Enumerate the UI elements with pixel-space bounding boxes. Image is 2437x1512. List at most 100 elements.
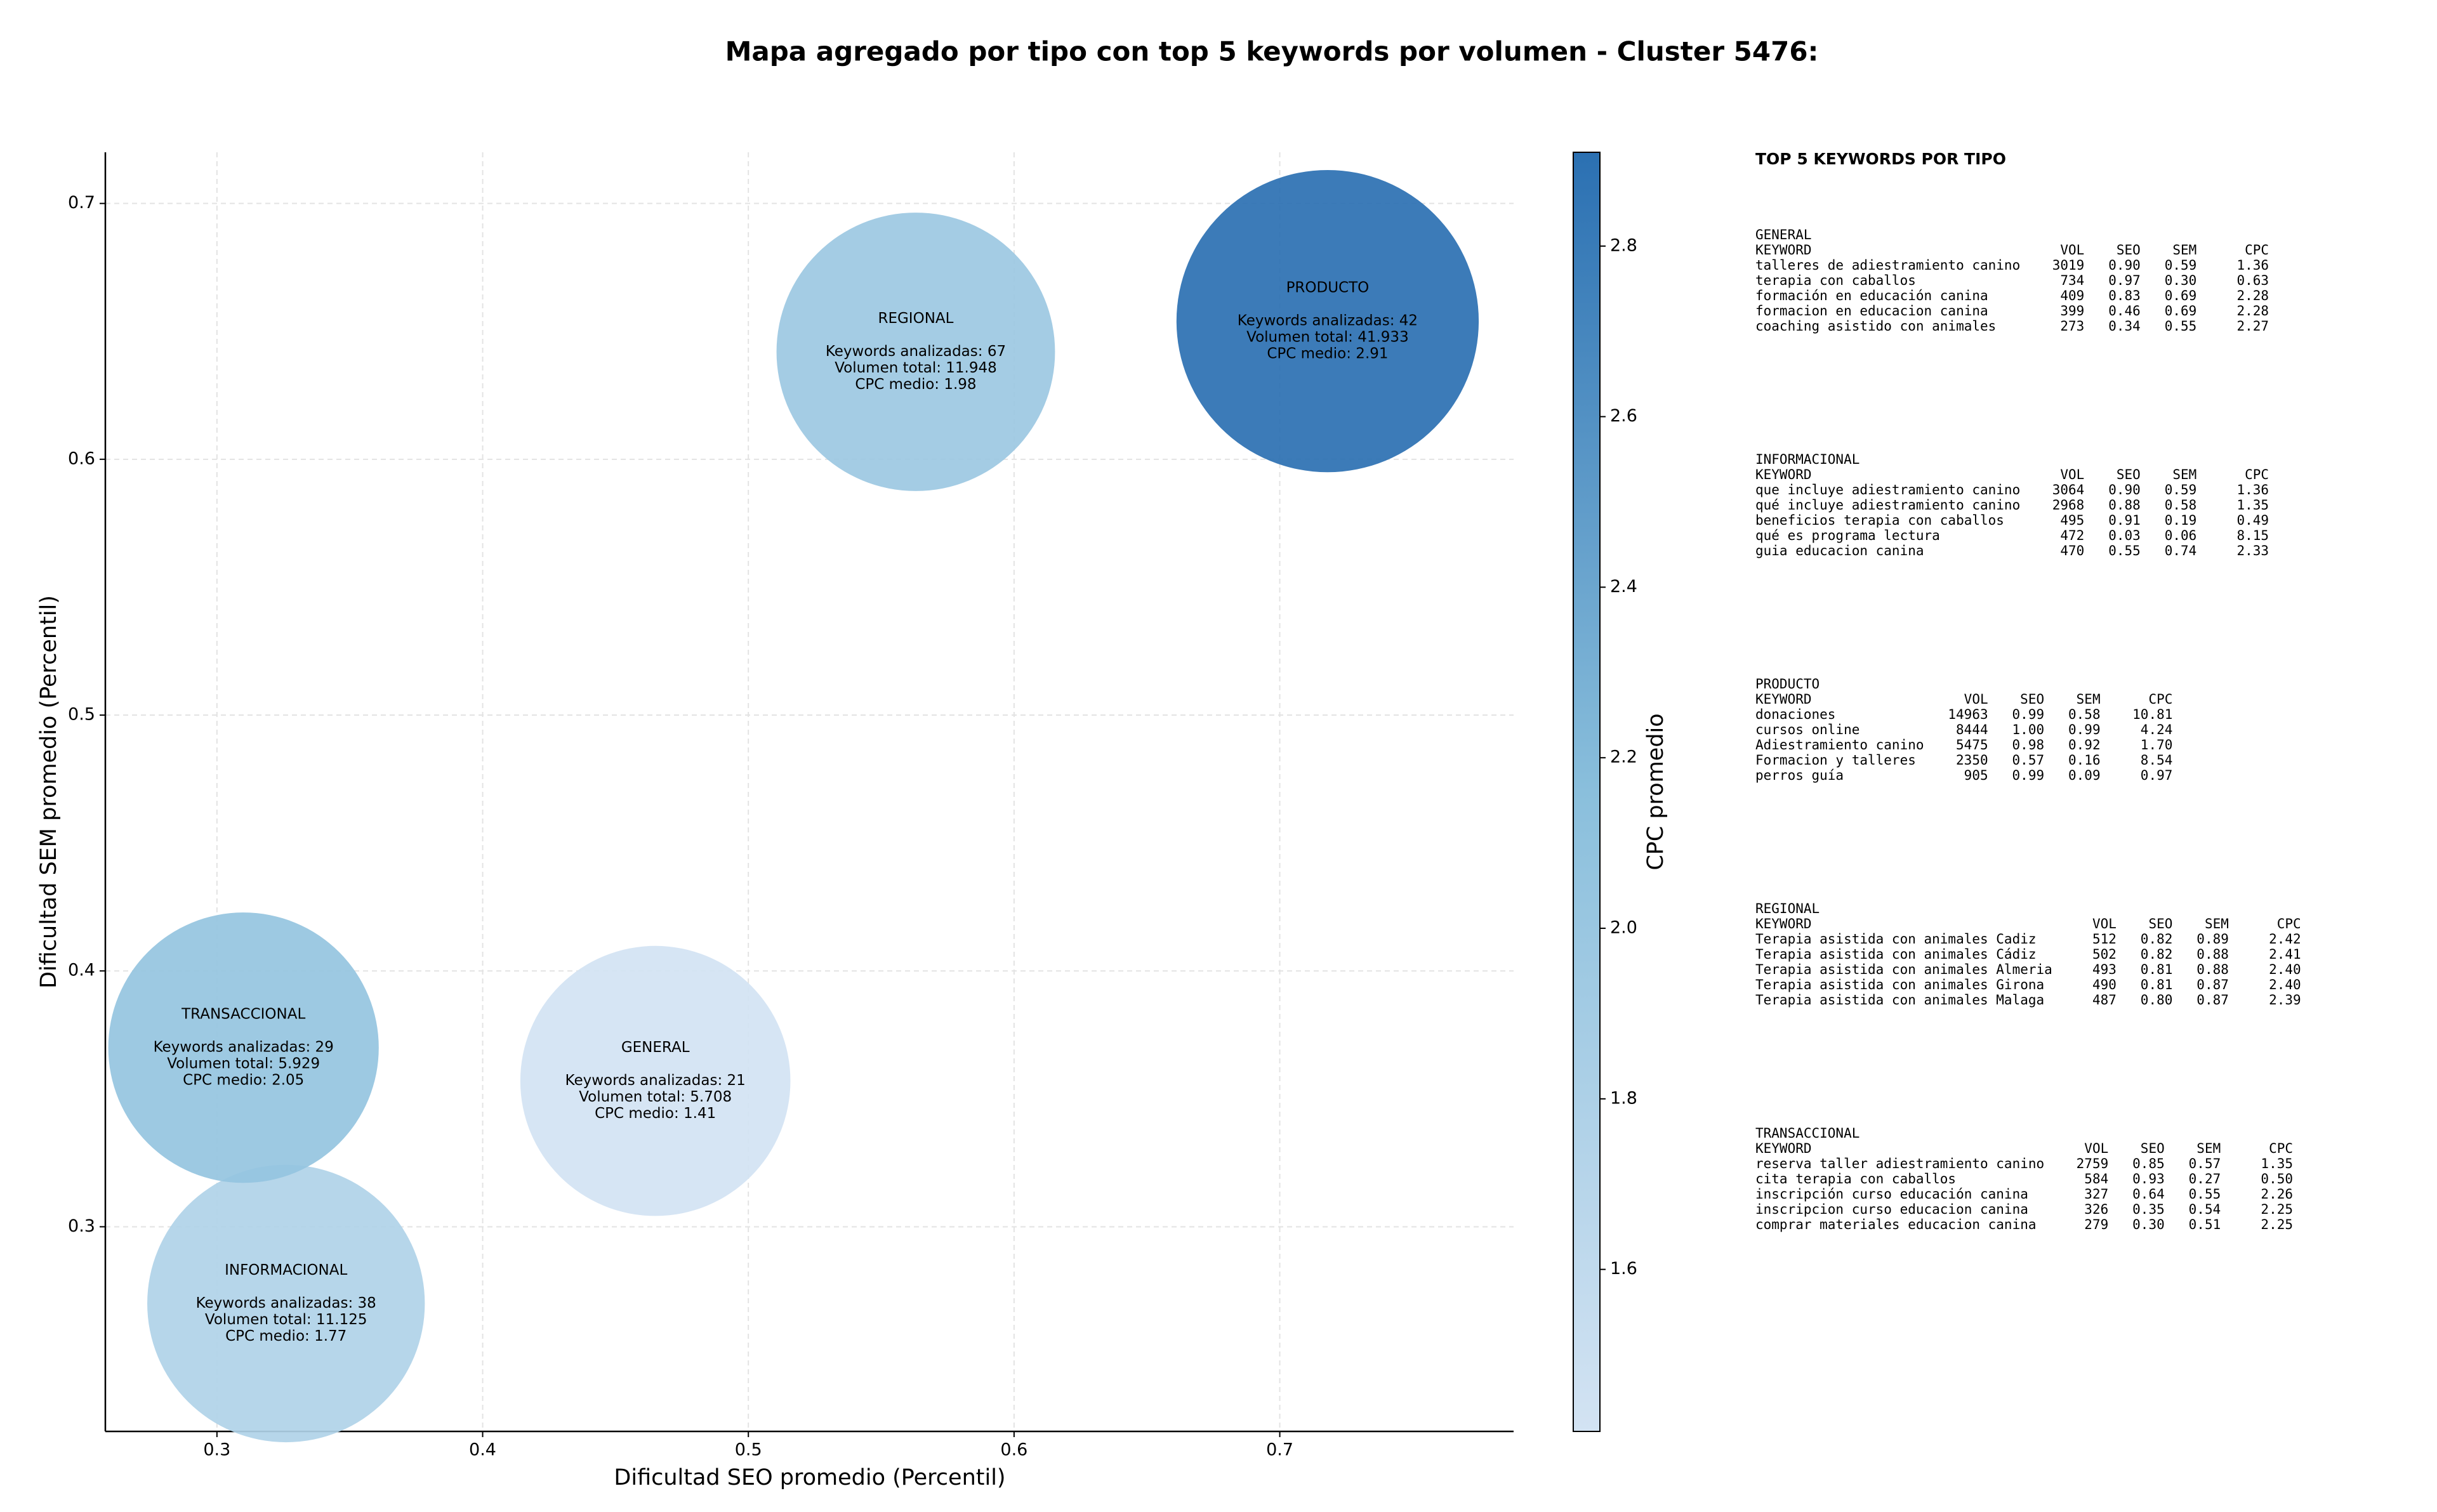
colorbar-tick-label: 2.4 xyxy=(1610,577,1637,596)
table-header: CPC xyxy=(2269,1141,2293,1156)
table-cell: 2.28 xyxy=(2237,303,2269,319)
table-cell: 0.90 xyxy=(2108,482,2141,497)
table-cell: 0.80 xyxy=(2141,992,2173,1008)
table-cell: 0.88 xyxy=(2196,962,2229,977)
table-cell: 2.40 xyxy=(2269,962,2301,977)
table-cell: 0.81 xyxy=(2141,977,2173,992)
table-header: CPC xyxy=(2245,242,2269,258)
x-tick-label: 0.3 xyxy=(203,1440,230,1460)
table-cell: 487 xyxy=(2092,992,2117,1008)
colorbar-tick-label: 2.8 xyxy=(1610,235,1637,255)
table-cell: 2.41 xyxy=(2269,947,2301,962)
table-cell: 0.58 xyxy=(2165,497,2197,513)
table-cell: Terapia asistida con animales Cádiz xyxy=(1755,947,2037,962)
table-cell: 2.27 xyxy=(2237,319,2269,334)
bubble-label: Volumen total: 11.125 xyxy=(205,1311,367,1328)
table-cell: 0.55 xyxy=(2165,319,2197,334)
table-cell: 0.57 xyxy=(2012,753,2045,768)
table-cell: 0.69 xyxy=(2165,303,2197,319)
chart-title: Mapa agregado por tipo con top 5 keyword… xyxy=(725,36,1819,67)
table-cell: 1.00 xyxy=(2012,722,2045,737)
table-cell: Terapia asistida con animales Cadiz xyxy=(1755,931,2037,947)
table-header: SEM xyxy=(2172,467,2196,482)
table-cell: 0.99 xyxy=(2012,707,2045,722)
table-cell: 273 xyxy=(2060,319,2084,334)
table-header: VOL xyxy=(2084,1141,2108,1156)
table-cell: 905 xyxy=(1964,768,1988,783)
table-header: KEYWORD xyxy=(1755,467,1812,482)
table-cell: que incluye adiestramiento canino xyxy=(1755,482,2020,497)
table-header: KEYWORD xyxy=(1755,692,1812,707)
table-cell: Formacion y talleres xyxy=(1755,753,1916,768)
bubble-label: Volumen total: 41.933 xyxy=(1246,329,1409,346)
colorbar-tick-label: 2.6 xyxy=(1610,406,1637,426)
bubble-label: Keywords analizadas: 67 xyxy=(826,343,1006,360)
table-cell: 0.87 xyxy=(2196,992,2229,1008)
table-cell: formacion en educacion canina xyxy=(1755,303,1988,319)
bubble xyxy=(108,912,379,1183)
table-cell: 5475 xyxy=(1956,737,1988,753)
x-axis-label: Dificultad SEO promedio (Percentil) xyxy=(614,1465,1005,1490)
table-cell: 0.58 xyxy=(2068,707,2101,722)
table-cell: beneficios terapia con caballos xyxy=(1755,513,2004,528)
table-cell: 512 xyxy=(2092,931,2117,947)
table-cell: 0.92 xyxy=(2068,737,2101,753)
table-cell: 8444 xyxy=(1956,722,1988,737)
table-cell: 0.64 xyxy=(2132,1187,2165,1202)
bubble-label: CPC medio: 1.98 xyxy=(855,376,976,393)
table-cell: 2.28 xyxy=(2237,288,2269,303)
table-cell: 0.90 xyxy=(2108,258,2141,273)
bubble-label: Volumen total: 5.929 xyxy=(167,1056,320,1072)
table-cell: 4.24 xyxy=(2141,722,2173,737)
colorbar-tick-label: 1.8 xyxy=(1610,1088,1637,1108)
table-cell: 0.50 xyxy=(2261,1171,2293,1187)
table-header: CPC xyxy=(2277,916,2301,931)
table-cell: 2.39 xyxy=(2269,992,2301,1008)
table-header: VOL xyxy=(2060,467,2084,482)
table-cell: 8.15 xyxy=(2237,528,2269,543)
table-cell: 0.03 xyxy=(2108,528,2141,543)
group-name: INFORMACIONAL xyxy=(1755,452,1859,467)
colorbar-label: CPC promedio xyxy=(1643,713,1668,870)
y-tick-label: 0.6 xyxy=(68,449,95,468)
table-cell: 8.54 xyxy=(2141,753,2173,768)
table-cell: 10.81 xyxy=(2132,707,2172,722)
y-axis-label: Dificultad SEM promedio (Percentil) xyxy=(36,595,62,989)
bubble-label: TRANSACCIONAL xyxy=(181,1006,305,1023)
table-cell: 1.70 xyxy=(2141,737,2173,753)
bubble-label: Keywords analizadas: 42 xyxy=(1238,313,1418,329)
panel-title: TOP 5 KEYWORDS POR TIPO xyxy=(1755,150,2006,168)
table-cell: 0.55 xyxy=(2189,1187,2221,1202)
table-cell: 0.46 xyxy=(2108,303,2141,319)
table-cell: formación en educación canina xyxy=(1755,288,1988,303)
table-header: SEO xyxy=(2020,692,2044,707)
table-cell: perros guía xyxy=(1755,768,1844,783)
table-header: VOL xyxy=(1964,692,1988,707)
table-cell: coaching asistido con animales xyxy=(1755,319,1996,334)
bubble-label: Volumen total: 5.708 xyxy=(579,1089,732,1105)
table-cell: inscripcion curso educacion canina xyxy=(1755,1202,2028,1217)
table-cell: reserva taller adiestramiento canino xyxy=(1755,1156,2044,1171)
table-cell: 0.19 xyxy=(2165,513,2197,528)
table-header: VOL xyxy=(2092,916,2117,931)
table-cell: 0.30 xyxy=(2132,1217,2165,1232)
bubble-label: Keywords analizadas: 29 xyxy=(154,1039,334,1056)
bubble-label: CPC medio: 2.91 xyxy=(1267,346,1388,362)
bubble xyxy=(776,213,1055,491)
table-header: SEO xyxy=(2117,467,2141,482)
table-cell: 0.27 xyxy=(2189,1171,2221,1187)
table-cell: inscripción curso educación canina xyxy=(1755,1187,2028,1202)
table-cell: 2.25 xyxy=(2261,1202,2293,1217)
table-cell: 0.35 xyxy=(2132,1202,2165,1217)
colorbar-tick-label: 2.2 xyxy=(1610,747,1637,767)
table-cell: 14963 xyxy=(1948,707,1988,722)
table-cell: Terapia asistida con animales Malaga xyxy=(1755,992,2044,1008)
table-cell: 0.30 xyxy=(2165,273,2197,288)
table-cell: 0.09 xyxy=(2068,768,2101,783)
bubble-label: Volumen total: 11.948 xyxy=(835,360,997,376)
table-cell: 0.88 xyxy=(2108,497,2141,513)
table-cell: 1.36 xyxy=(2237,258,2269,273)
bubble-label: Keywords analizadas: 21 xyxy=(565,1072,746,1089)
table-cell: 490 xyxy=(2092,977,2117,992)
